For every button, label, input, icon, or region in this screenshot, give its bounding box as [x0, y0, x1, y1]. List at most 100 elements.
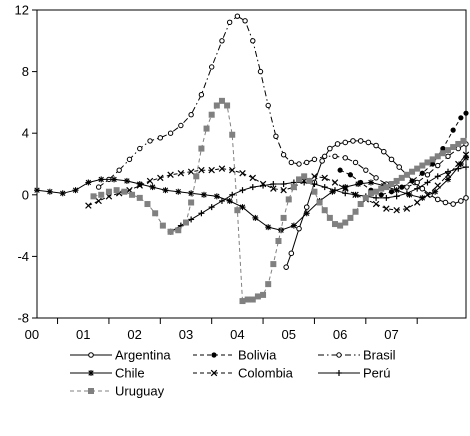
legend-item-argentina: Argentina — [70, 348, 171, 363]
data-point — [458, 198, 464, 204]
data-point — [234, 207, 241, 214]
data-point-stroke — [226, 198, 233, 204]
data-point — [331, 179, 339, 186]
data-point — [311, 156, 318, 163]
data-point-stroke — [47, 189, 53, 195]
series-line — [93, 100, 464, 302]
data-point-stroke — [270, 185, 277, 192]
data-point — [463, 195, 469, 201]
data-point-stroke — [198, 166, 205, 174]
x-tick-label: 07 — [384, 327, 398, 342]
data-point — [229, 191, 236, 198]
data-point — [257, 68, 264, 75]
data-point-stroke — [34, 187, 40, 193]
data-point — [424, 179, 431, 186]
data-point-stroke — [372, 200, 380, 208]
data-point — [363, 167, 369, 173]
data-point-stroke — [162, 187, 169, 193]
legend-label: Brasil — [363, 348, 396, 363]
data-point — [198, 166, 205, 174]
data-point — [239, 170, 246, 177]
data-point-stroke — [424, 191, 431, 199]
data-point — [234, 13, 241, 19]
data-point — [383, 184, 390, 191]
data-point — [208, 204, 215, 211]
data-point — [270, 185, 277, 192]
data-point — [380, 148, 387, 155]
data-point — [219, 38, 225, 44]
data-point — [296, 225, 302, 232]
data-point — [188, 199, 195, 206]
data-point — [254, 293, 261, 300]
data-point-stroke — [304, 210, 310, 216]
legend-item-brasil: Brasil — [318, 348, 396, 363]
data-point — [46, 188, 53, 195]
data-point — [88, 388, 94, 394]
data-point-stroke — [383, 205, 390, 212]
plot-frame — [36, 9, 467, 319]
data-point — [442, 199, 449, 206]
data-point — [157, 174, 164, 182]
data-point — [116, 167, 122, 173]
data-point — [198, 210, 205, 217]
data-point — [187, 168, 195, 175]
data-point — [126, 156, 133, 163]
data-point-stroke — [280, 186, 287, 194]
data-point — [367, 190, 374, 197]
data-point — [336, 370, 342, 376]
data-point — [303, 210, 310, 217]
data-point — [463, 110, 469, 116]
data-point — [403, 205, 411, 212]
data-point — [445, 153, 451, 160]
data-point-stroke — [136, 182, 143, 189]
data-point — [260, 182, 267, 189]
data-point — [342, 219, 349, 226]
data-point — [208, 166, 215, 174]
data-point — [249, 184, 256, 191]
data-point-stroke — [175, 189, 181, 195]
data-point — [270, 261, 277, 268]
data-point — [303, 204, 310, 210]
data-point — [200, 191, 207, 198]
data-point — [208, 64, 215, 70]
data-point-stroke — [85, 179, 92, 186]
data-point — [146, 177, 154, 185]
data-point — [424, 172, 431, 178]
data-point — [445, 176, 452, 183]
data-point-stroke — [201, 192, 207, 198]
data-point — [224, 102, 231, 109]
data-point — [350, 138, 356, 144]
data-point — [265, 224, 272, 231]
data-point-stroke — [252, 215, 259, 221]
series-brasil — [95, 13, 469, 190]
data-point — [144, 201, 151, 208]
data-point — [414, 179, 420, 186]
data-point — [409, 178, 415, 184]
data-point — [242, 18, 248, 24]
data-point — [396, 164, 403, 170]
data-point-stroke — [249, 174, 257, 182]
data-point — [373, 142, 379, 149]
data-point — [149, 184, 156, 191]
data-point — [455, 160, 462, 168]
data-point — [403, 171, 410, 178]
data-point-stroke — [59, 190, 66, 196]
data-point — [434, 153, 441, 160]
data-point-stroke — [419, 195, 426, 201]
data-point — [98, 176, 105, 183]
data-point — [440, 146, 446, 152]
x-tick-label: 04 — [230, 327, 244, 342]
data-point — [280, 186, 287, 194]
data-point — [336, 352, 342, 358]
data-point — [296, 161, 302, 167]
data-point — [136, 194, 143, 201]
data-point-stroke — [321, 174, 328, 182]
data-point-stroke — [208, 166, 215, 174]
data-point-stroke — [393, 206, 400, 214]
data-point — [419, 194, 426, 201]
data-point-stroke — [331, 179, 339, 186]
y-tick-label: 4 — [22, 126, 29, 141]
data-point — [398, 174, 405, 181]
data-point — [229, 166, 236, 174]
data-point — [316, 199, 323, 206]
